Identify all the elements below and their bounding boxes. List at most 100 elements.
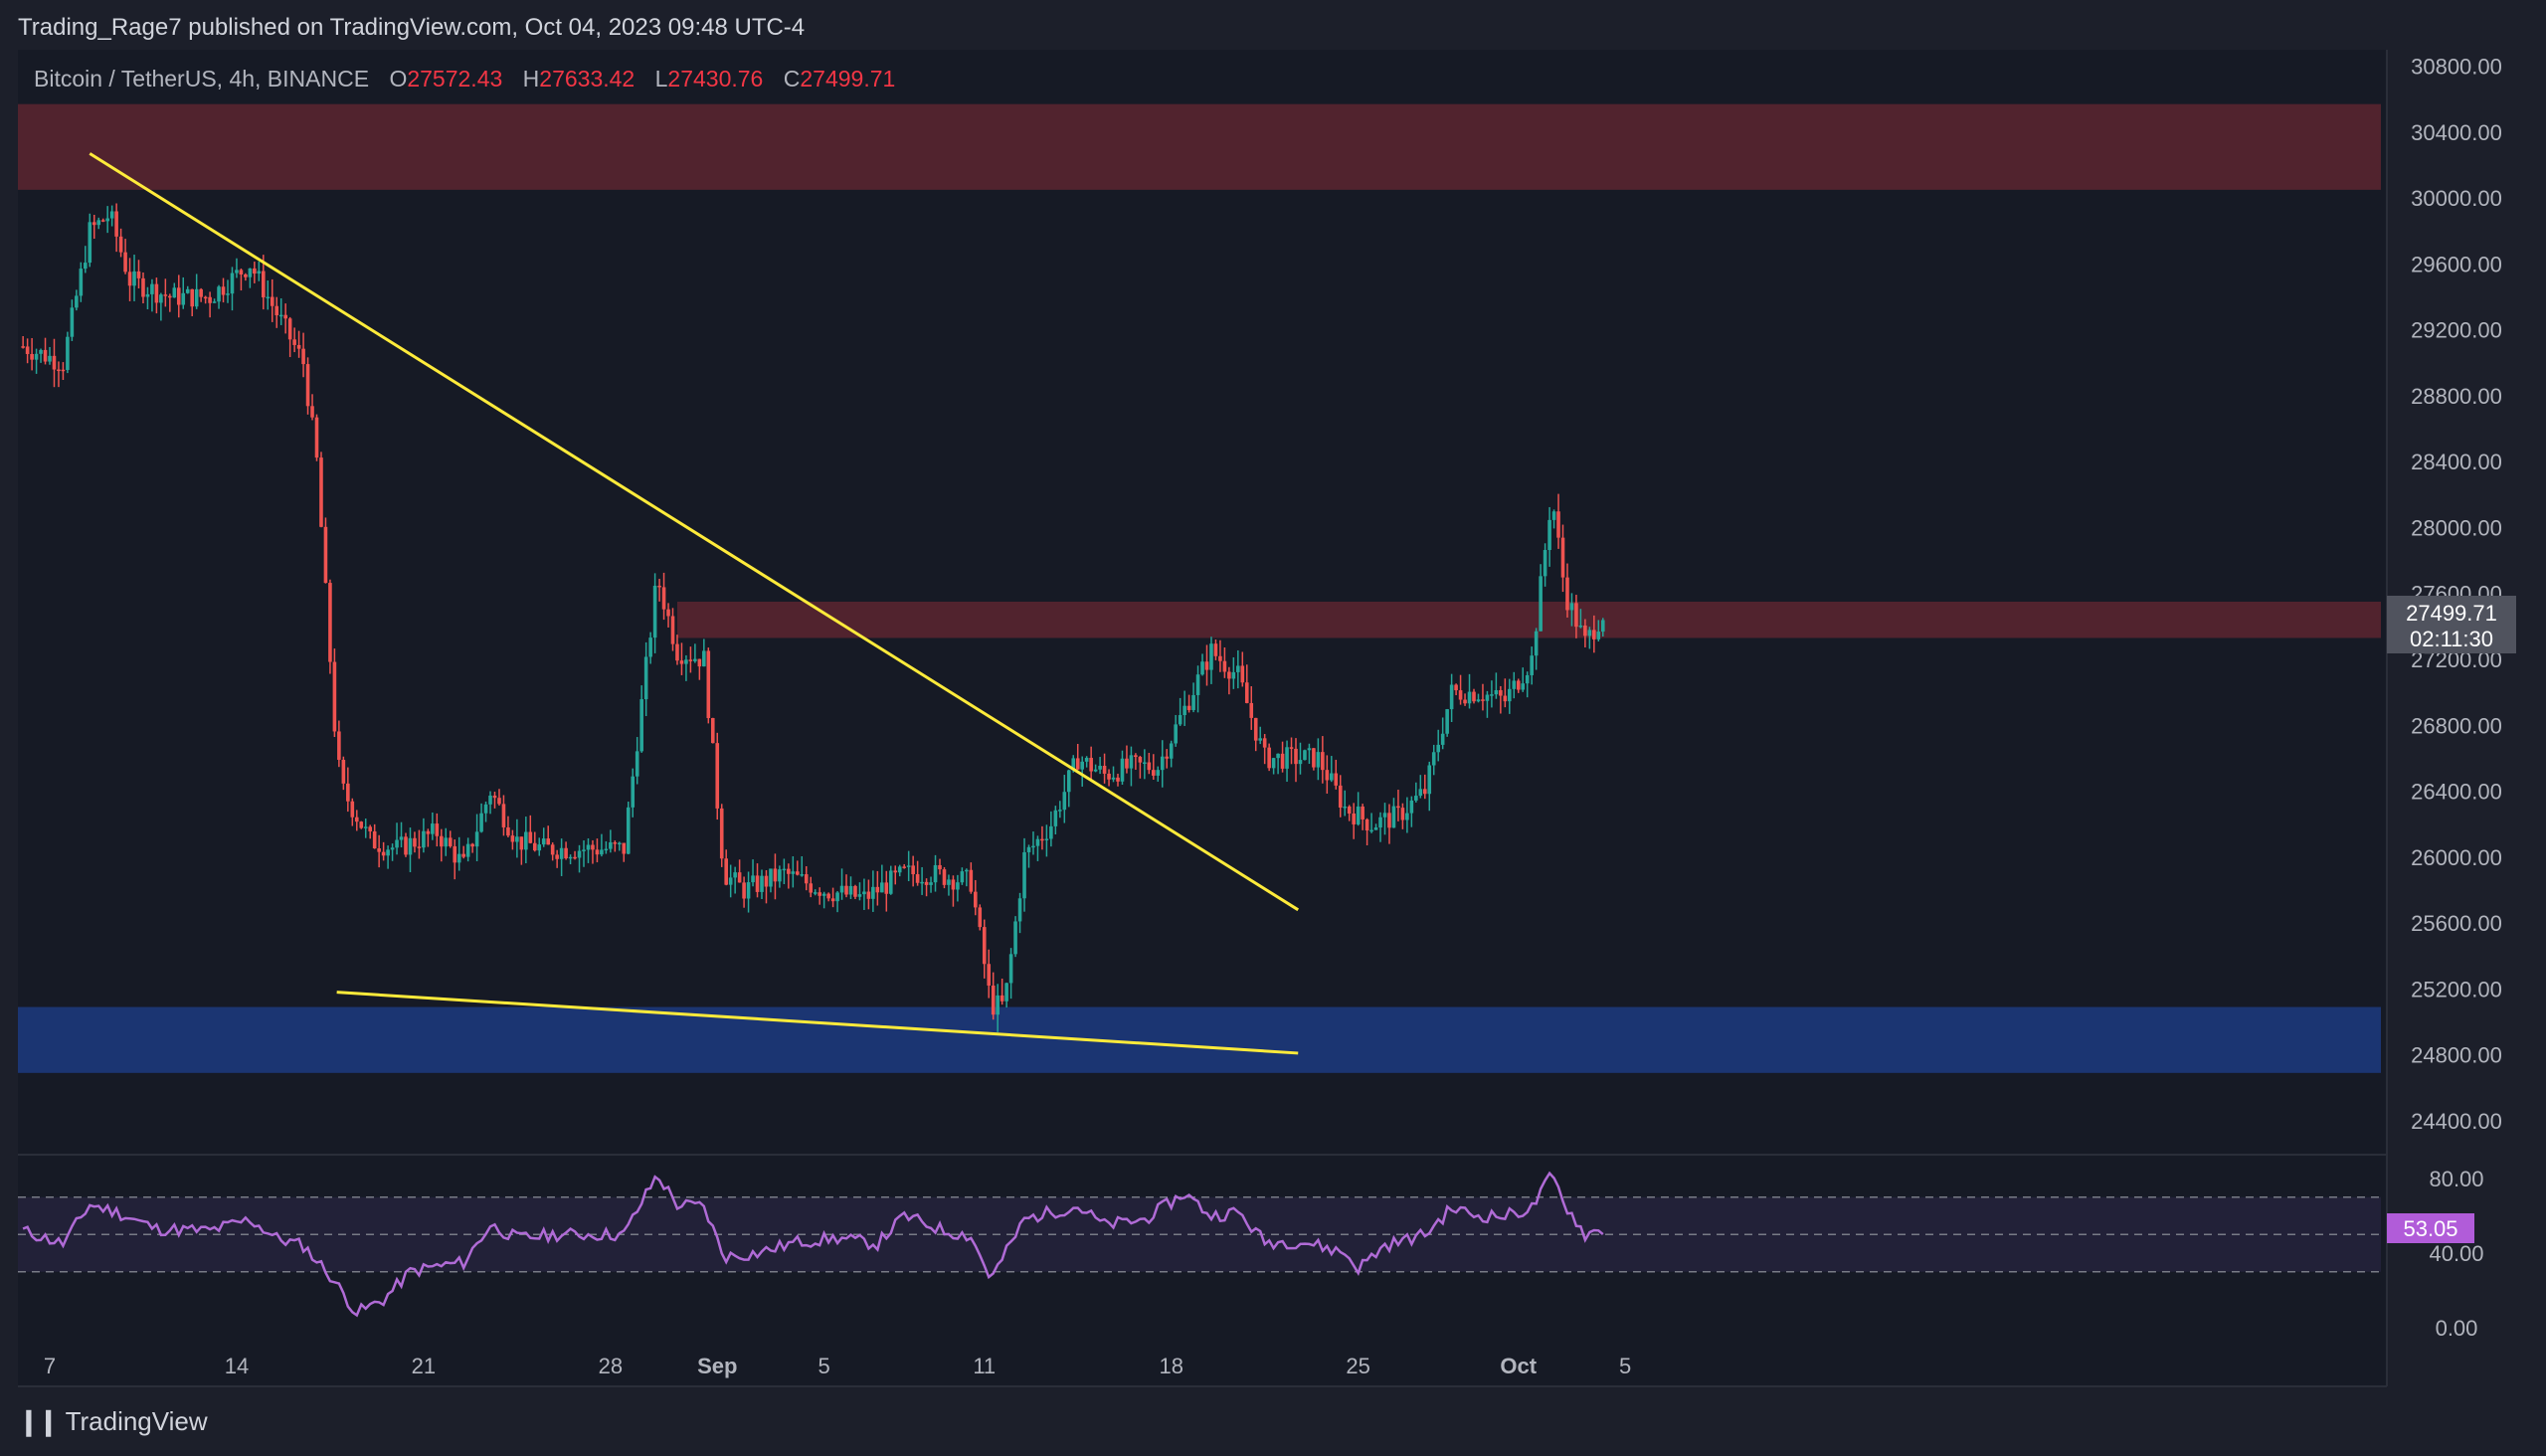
candle [844, 874, 848, 898]
candle [488, 791, 492, 815]
candle [48, 346, 52, 365]
candle [70, 299, 75, 341]
candle-body [332, 661, 337, 732]
candle-body [239, 270, 244, 274]
candle [1508, 678, 1512, 714]
candle [684, 654, 688, 681]
candle-body [697, 658, 702, 667]
candle [274, 296, 279, 328]
candle-body [105, 218, 109, 222]
candle-body [897, 866, 902, 873]
price-tick-label: 24800.00 [2411, 1043, 2502, 1068]
candle-body [296, 344, 301, 349]
candle-body [328, 583, 332, 662]
candle [1534, 628, 1539, 670]
candle-body [782, 868, 787, 871]
candle-body [1258, 738, 1262, 741]
candle-body [1008, 954, 1013, 984]
candle-body [1490, 694, 1494, 696]
candle [1098, 757, 1102, 775]
candle-body [1516, 680, 1521, 690]
candle [866, 879, 871, 910]
candle [613, 840, 618, 852]
candle-body [902, 866, 906, 868]
candle-body [1387, 813, 1391, 828]
candle-body [942, 869, 947, 885]
candle [141, 272, 145, 304]
candle [871, 870, 875, 912]
candle-body [1551, 511, 1556, 520]
candle [1472, 688, 1476, 704]
candle [61, 362, 66, 381]
price-axis[interactable]: 30800.00 30400.00 30000.00 29600.00 29200.00… [2411, 55, 2502, 1134]
tradingview-brand[interactable]: ❙❙ TradingView [18, 1406, 208, 1437]
candle [796, 860, 800, 876]
candle-body [181, 292, 186, 305]
candle [982, 919, 987, 979]
candle-body [235, 270, 239, 273]
candle-body [1565, 577, 1569, 611]
candle [1458, 674, 1463, 705]
candle-body [1129, 755, 1134, 769]
candle [278, 298, 283, 325]
candle [305, 357, 310, 415]
candle [1378, 812, 1382, 842]
candle-body [199, 288, 203, 297]
candle-body [915, 874, 920, 883]
candle [1160, 740, 1165, 788]
candle-body [626, 807, 631, 854]
candle-body [1592, 630, 1596, 639]
candle-body [1596, 632, 1601, 639]
resistance-zone[interactable] [676, 602, 2381, 638]
candle-body [991, 985, 996, 1015]
candle [337, 720, 341, 768]
candle-body [532, 842, 537, 851]
candle [1525, 671, 1530, 698]
support-trendline[interactable] [336, 991, 1299, 1055]
candle [1147, 752, 1152, 775]
candle [1195, 665, 1200, 713]
candle [920, 866, 924, 895]
candle [1481, 683, 1485, 711]
candle-body [1467, 691, 1472, 704]
support-zone[interactable] [18, 1006, 2381, 1073]
descending-trendline[interactable] [89, 152, 1300, 912]
candle-body [613, 842, 618, 844]
candle [550, 842, 555, 861]
candle-body [1267, 747, 1271, 769]
candle [888, 865, 893, 895]
candle-body [461, 853, 465, 857]
symbol-name[interactable]: Bitcoin / TetherUS, 4h, BINANCE [34, 66, 370, 91]
candle-body [1178, 715, 1182, 725]
candle-body [844, 885, 848, 895]
candle [1089, 746, 1093, 782]
candle [657, 578, 661, 602]
candlestick-series [21, 203, 1605, 1032]
symbol-legend[interactable]: Bitcoin / TetherUS, 4h, BINANCE O27572.4… [34, 66, 895, 92]
candle-body [1539, 576, 1543, 632]
resistance-zone[interactable] [18, 103, 2381, 190]
candle-body [368, 826, 372, 831]
candle [586, 838, 591, 863]
candle-body [987, 964, 992, 986]
candle-body [555, 854, 559, 859]
time-axis[interactable]: 7 14 21 28 Sep 5 11 18 25 Oct 5 [44, 1354, 1631, 1378]
candle [1325, 755, 1330, 794]
candle [710, 717, 715, 744]
candle-body [1200, 661, 1204, 675]
candle [884, 870, 889, 912]
candle-body [577, 850, 582, 858]
candle [1516, 678, 1521, 693]
candle [154, 277, 159, 314]
candle [1431, 744, 1436, 776]
candle-body [688, 659, 693, 661]
rsi-tick-label: 80.00 [2429, 1167, 2483, 1191]
candle-body [221, 286, 226, 295]
candle [1022, 837, 1026, 912]
candle-body [1503, 695, 1508, 702]
candle [906, 850, 911, 882]
candle-body [1427, 765, 1432, 795]
candle [875, 870, 880, 906]
trendlines[interactable] [89, 152, 1300, 1055]
